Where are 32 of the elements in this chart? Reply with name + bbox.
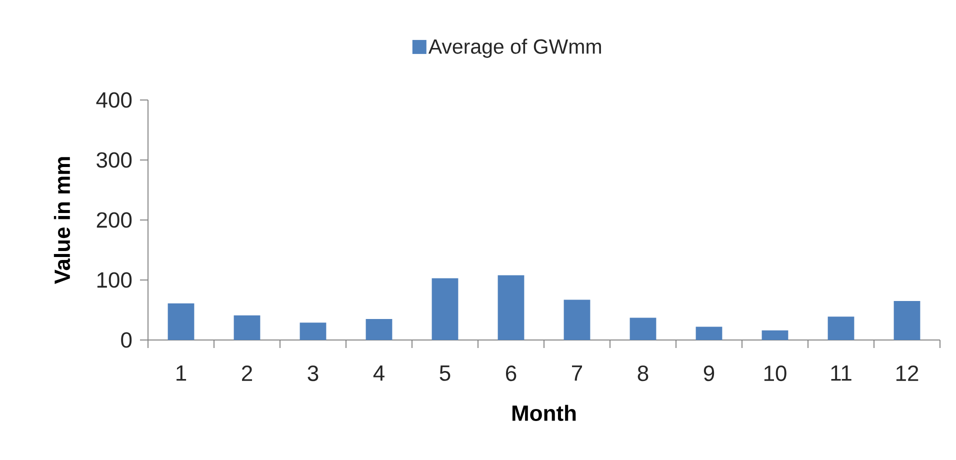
y-tick-label: 200 — [96, 212, 132, 228]
bar — [762, 330, 788, 340]
bar — [630, 318, 656, 340]
bar — [432, 278, 458, 340]
bar — [234, 315, 260, 340]
x-tick-label: 4 — [373, 366, 384, 381]
bar — [366, 318, 392, 340]
x-tick-label: 7 — [572, 366, 582, 381]
bar — [498, 275, 524, 340]
x-tick-label: 1 — [176, 366, 186, 381]
y-tick-label: 100 — [97, 272, 132, 288]
bar — [168, 303, 194, 340]
bar — [300, 322, 326, 340]
y-axis-title: Value in mm — [54, 157, 70, 284]
y-tick-label: 400 — [96, 92, 132, 108]
x-axis-title: Month — [512, 404, 576, 422]
x-tick-label: 11 — [831, 366, 852, 381]
x-tick-label: 10 — [764, 366, 786, 382]
x-tick-label: 8 — [638, 366, 648, 382]
bar — [828, 316, 854, 340]
x-tick-label: 9 — [704, 366, 714, 382]
x-tick-label: 2 — [242, 366, 252, 381]
bar — [894, 300, 920, 340]
y-tick-label: 0 — [121, 332, 132, 348]
x-tick-label: 5 — [440, 366, 450, 381]
x-tick-label: 12 — [896, 366, 918, 381]
legend-label: Average of GWmm — [428, 38, 601, 58]
x-tick-label: 6 — [506, 366, 516, 382]
y-tick-label: 300 — [96, 152, 132, 168]
bar — [564, 300, 590, 340]
x-tick-label: 3 — [308, 366, 318, 382]
bar — [696, 326, 722, 340]
